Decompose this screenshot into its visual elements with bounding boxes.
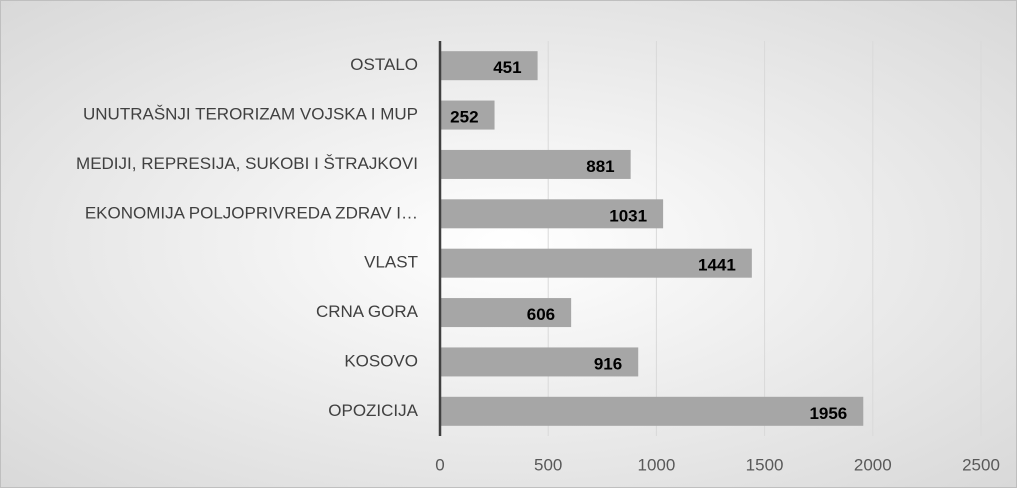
y-tick-label: OSTALO (350, 55, 418, 74)
y-tick-label: OPOZICIJA (328, 401, 418, 420)
value-label: 1441 (698, 256, 736, 275)
y-tick-label: EKONOMIJA POLJOPRIVREDA ZDRAV I… (85, 203, 418, 222)
bar (440, 248, 752, 278)
value-label: 451 (493, 58, 521, 77)
bar (440, 100, 495, 130)
x-tick-label: 1500 (746, 455, 784, 474)
x-tick-label: 1000 (637, 455, 675, 474)
value-label: 881 (586, 157, 614, 176)
bar (440, 199, 664, 229)
value-label: 1031 (609, 206, 647, 225)
y-tick-label: MEDIJI, REPRESIJA, SUKOBI I ŠTRAJKOVI (76, 154, 418, 173)
x-tick-label: 0 (435, 455, 444, 474)
bar (440, 149, 631, 179)
value-label: 606 (527, 305, 555, 324)
value-label: 916 (594, 354, 622, 373)
value-label: 1956 (809, 404, 847, 423)
bar (440, 298, 572, 328)
x-tick-label: 2000 (854, 455, 892, 474)
x-tick-label: 500 (534, 455, 562, 474)
bar (440, 347, 639, 377)
value-label: 252 (450, 108, 478, 127)
x-tick-label: 2500 (962, 455, 1000, 474)
bar (440, 51, 538, 81)
bar (440, 396, 864, 426)
y-tick-label: KOSOVO (344, 351, 418, 370)
y-tick-label: CRNA GORA (316, 302, 419, 321)
y-tick-label: UNUTRAŠNJI TERORIZAM VOJSKA I MUP (83, 105, 418, 124)
y-tick-label: VLAST (364, 253, 418, 272)
